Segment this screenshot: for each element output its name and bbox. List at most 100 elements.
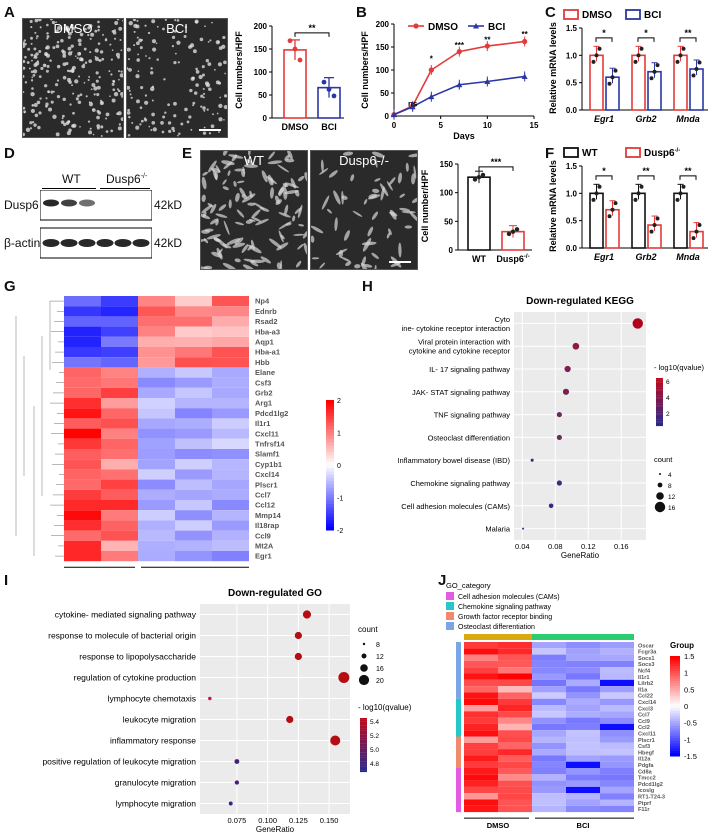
x-tick-label: 0.075 xyxy=(227,816,246,825)
cell xyxy=(97,42,101,45)
cell xyxy=(223,119,225,121)
cell xyxy=(397,172,403,184)
cell xyxy=(231,154,238,162)
heatmap-cell xyxy=(138,530,175,541)
heatmap-cell xyxy=(175,296,212,307)
cell xyxy=(341,190,344,205)
blot-group-line xyxy=(100,188,150,189)
heatmap-cell xyxy=(532,667,566,674)
cell xyxy=(34,31,37,34)
cell xyxy=(297,175,305,182)
color-scale-step xyxy=(670,663,680,667)
cell xyxy=(284,204,289,216)
heatmap-cell xyxy=(212,540,249,551)
cell xyxy=(168,129,172,133)
color-scale-step xyxy=(326,507,334,511)
heatmap-cell xyxy=(101,428,138,439)
data-point xyxy=(472,177,478,182)
y-axis-label: Relative mRNA levels xyxy=(548,160,558,252)
legend-color-step xyxy=(360,764,367,767)
data-point xyxy=(294,652,302,661)
cell xyxy=(404,225,413,229)
legend-color-step xyxy=(656,424,663,427)
x-tick-label: Egr1 xyxy=(594,114,614,124)
band xyxy=(60,239,78,247)
cell xyxy=(319,168,329,175)
cell xyxy=(412,197,419,204)
cell xyxy=(209,218,219,225)
heatmap-cell xyxy=(464,786,498,794)
heatmap-cell xyxy=(566,723,600,731)
legend-title: Group xyxy=(670,641,694,650)
heatmap-cell xyxy=(566,711,600,718)
legend-color-step xyxy=(360,718,367,720)
heatmap-cell xyxy=(600,768,634,775)
legend-color-label: 5.4 xyxy=(370,719,379,726)
gene-label: Ccl7 xyxy=(638,713,650,719)
cell xyxy=(29,121,33,125)
cell xyxy=(97,25,101,29)
heatmap-cell xyxy=(566,768,600,775)
cell xyxy=(213,68,216,71)
category-label: response to lipopolysaccharide xyxy=(79,652,196,662)
y-tick-label: 150 xyxy=(254,45,268,54)
heatmap-cell xyxy=(175,520,212,531)
heatmap-cell xyxy=(212,336,249,347)
legend-color-step xyxy=(656,413,663,415)
heatmap-cell xyxy=(600,736,634,743)
cell xyxy=(184,107,188,112)
cell xyxy=(140,38,144,42)
micrograph-dmso: DMSO xyxy=(21,17,125,138)
cell xyxy=(111,82,115,86)
heatmap-cell xyxy=(566,717,600,724)
heatmap-cell xyxy=(566,730,600,737)
cell xyxy=(389,209,397,220)
cell xyxy=(46,64,50,68)
cell xyxy=(45,102,49,106)
color-scale-label: -1 xyxy=(337,496,343,503)
heatmap-cell xyxy=(566,780,600,787)
cell xyxy=(62,97,66,102)
micrograph-bci: BCI xyxy=(126,17,228,138)
gene-label: Pdcd1lg2 xyxy=(255,409,288,418)
color-scale-step xyxy=(326,400,334,404)
heatmap-cell xyxy=(175,469,212,480)
cell xyxy=(130,96,133,99)
cell xyxy=(204,25,206,28)
gene-label: Hbegf xyxy=(638,750,654,756)
legend-size-dot xyxy=(358,674,370,686)
cell xyxy=(72,111,75,115)
heatmap-cell xyxy=(101,398,138,409)
color-scale-step xyxy=(326,422,334,427)
cell xyxy=(95,71,99,75)
significance-label: ** xyxy=(684,166,692,176)
cell xyxy=(176,40,181,45)
cell xyxy=(25,127,31,132)
cell xyxy=(56,79,60,82)
cell xyxy=(78,52,81,55)
data-point xyxy=(652,223,657,228)
heatmap-cell xyxy=(138,306,175,317)
color-scale-step xyxy=(670,746,680,749)
heatmap-cell xyxy=(175,326,212,337)
cell xyxy=(362,237,372,252)
heatmap-cell xyxy=(175,347,212,358)
cell xyxy=(34,18,39,23)
category-label: inflammatory response xyxy=(110,736,196,746)
heatmap-cell xyxy=(532,660,566,668)
heatmap-cell xyxy=(464,723,498,731)
cell xyxy=(216,112,219,115)
cell xyxy=(212,168,218,181)
heatmap-cell xyxy=(64,449,101,460)
gene-label: Hba-a3 xyxy=(255,327,280,336)
heatmap-cell xyxy=(64,377,101,388)
chart-f: 0.0 0.5 1.0 1.5 Relative mRNA levels WT Dusp6-… xyxy=(548,147,708,262)
heatmap-cell xyxy=(600,673,634,680)
heatmap-cell xyxy=(498,793,532,800)
heatmap-cell xyxy=(600,692,634,699)
legend-color-step xyxy=(656,379,663,382)
heatmap-cell xyxy=(464,749,498,756)
heatmap-cell xyxy=(101,520,138,531)
legend-color-step xyxy=(360,746,367,749)
cell xyxy=(211,21,213,24)
